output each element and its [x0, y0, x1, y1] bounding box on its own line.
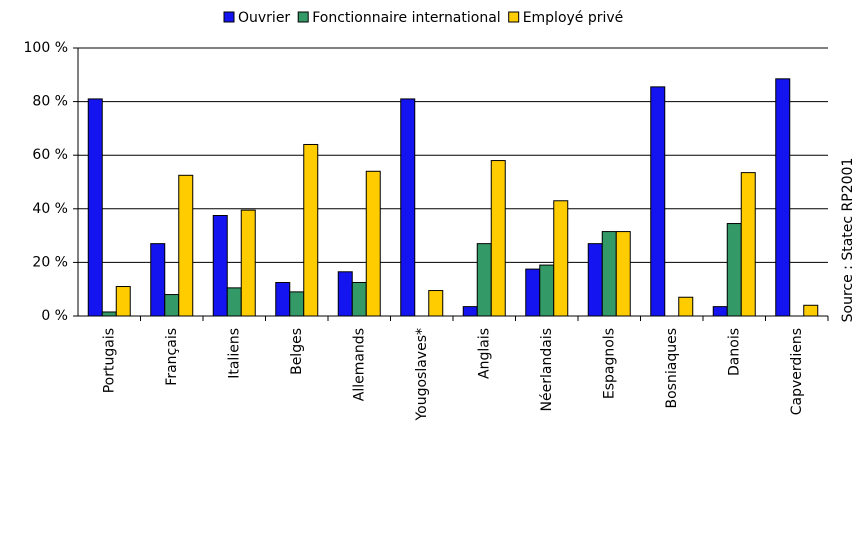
- legend-swatch: [508, 11, 520, 23]
- x-tick-label: Belges: [289, 328, 305, 375]
- x-tick-label: Portugais: [101, 328, 117, 393]
- bar: [803, 304, 819, 317]
- bar: [740, 172, 756, 317]
- bar: [365, 170, 381, 317]
- y-tick-label: 60 %: [32, 147, 68, 163]
- legend-swatch: [297, 11, 309, 23]
- bar: [164, 294, 180, 317]
- bar: [650, 86, 666, 317]
- y-tick-label: 0 %: [41, 308, 68, 324]
- bar: [289, 291, 305, 317]
- bar: [615, 231, 631, 317]
- bar: [101, 311, 117, 317]
- bar: [678, 296, 694, 317]
- bar: [275, 282, 291, 317]
- bar: [553, 200, 569, 317]
- legend-swatch: [223, 11, 235, 23]
- bar: [400, 98, 416, 317]
- bar: [539, 264, 555, 317]
- x-tick-label: Danois: [726, 328, 742, 376]
- bar: [587, 243, 603, 317]
- bar: [226, 287, 242, 317]
- bar: [303, 143, 319, 317]
- y-tick-label: 20 %: [32, 254, 68, 270]
- bar: [115, 286, 131, 317]
- bar: [212, 215, 228, 317]
- bar: [726, 223, 742, 317]
- bar: [490, 160, 506, 317]
- bar: [462, 306, 478, 317]
- y-tick-label: 40 %: [32, 201, 68, 217]
- x-tick-label: Bosniaques: [664, 328, 680, 408]
- x-tick-label: Allemands: [351, 328, 367, 401]
- bar: [476, 243, 492, 317]
- x-tick-label: Espagnols: [601, 328, 617, 399]
- bar: [601, 231, 617, 317]
- x-tick-label: Yougoslaves*: [414, 328, 430, 422]
- bar: [775, 78, 791, 317]
- x-tick-label: Français: [164, 328, 180, 386]
- bar: [525, 268, 541, 317]
- x-tick-label: Capverdiens: [789, 328, 805, 415]
- legend-label: Fonctionnaire international: [312, 10, 500, 26]
- source-note: Source : Statec RP2001: [840, 158, 856, 323]
- x-tick-label: Anglais: [476, 328, 492, 379]
- x-tick-label: Néerlandais: [539, 328, 555, 411]
- bar: [337, 271, 353, 317]
- bar: [178, 174, 194, 317]
- legend-label: Ouvrier: [238, 10, 290, 26]
- bar: [712, 306, 728, 317]
- x-tick-label: Italiens: [226, 328, 242, 379]
- bar: [150, 243, 166, 317]
- bar: [240, 209, 256, 317]
- bar: [87, 98, 103, 317]
- bar: [428, 290, 444, 317]
- legend-label: Employé privé: [523, 10, 624, 26]
- y-tick-label: 100 %: [24, 40, 68, 56]
- y-tick-label: 80 %: [32, 94, 68, 110]
- bar: [351, 282, 367, 317]
